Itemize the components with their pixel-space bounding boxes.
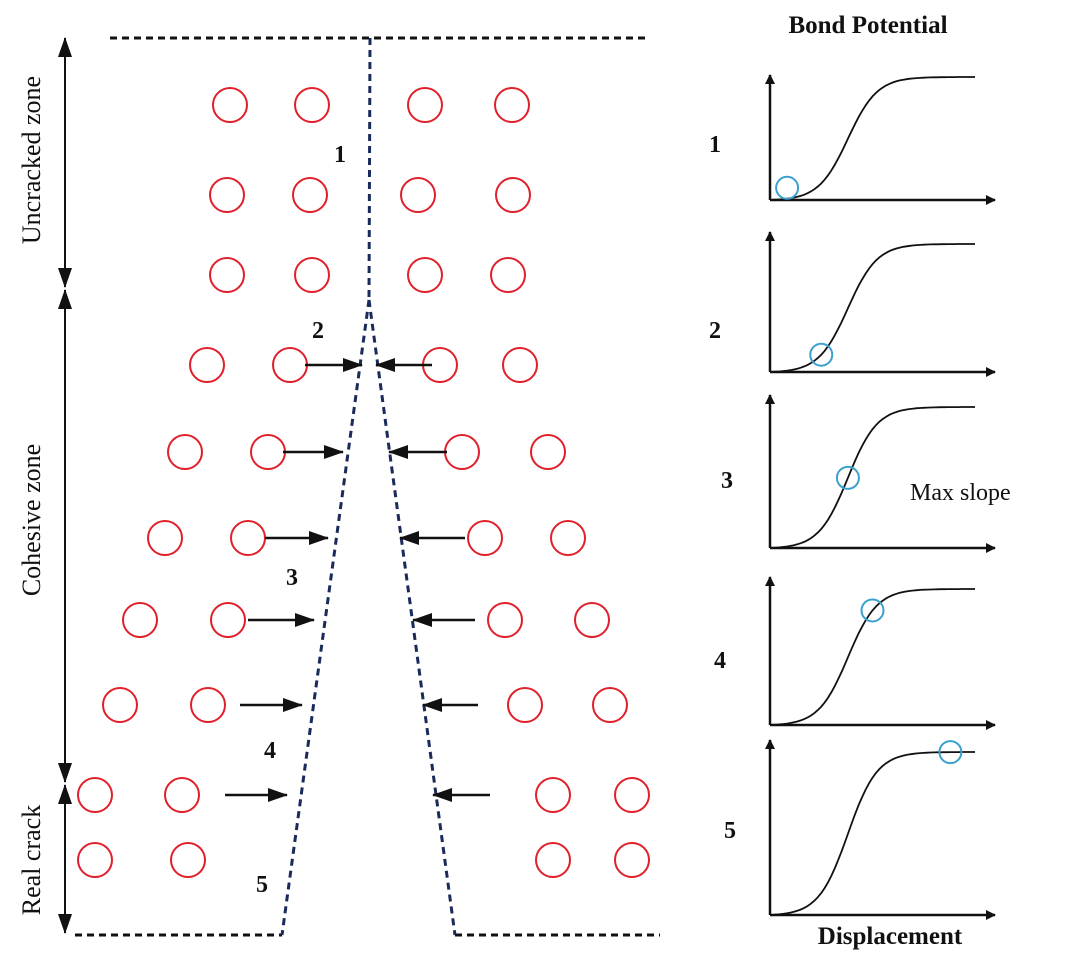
real-crack-label: Real crack <box>17 805 46 915</box>
plot-label-3: 3 <box>721 468 733 494</box>
particle-circle <box>495 177 531 213</box>
max-slope-annotation: Max slope <box>910 480 1011 506</box>
particle-circle <box>167 434 203 470</box>
particle-circle <box>294 257 330 293</box>
particle-circle <box>407 87 443 123</box>
particle-circle <box>400 177 436 213</box>
state-marker-circle <box>775 175 800 200</box>
stage-label-5: 5 <box>256 872 268 898</box>
plot-label-5: 5 <box>724 818 736 844</box>
state-marker-circle <box>835 465 860 490</box>
crack-centerline <box>367 37 372 301</box>
particle-circle <box>550 520 586 556</box>
stage-label-4: 4 <box>264 738 276 764</box>
bond-potential-curve <box>769 751 975 916</box>
stage-label-1: 1 <box>334 142 346 168</box>
particle-circle <box>147 520 183 556</box>
particle-circle <box>77 842 113 878</box>
stage-label-2: 2 <box>312 318 324 344</box>
particle-circle <box>230 520 266 556</box>
particle-circle <box>170 842 206 878</box>
bond-potential-title: Bond Potential <box>788 12 947 39</box>
particle-circle <box>407 257 443 293</box>
crack-left-face <box>280 299 371 936</box>
particle-circle <box>592 687 628 723</box>
particle-circle <box>487 602 523 638</box>
particle-circle <box>209 257 245 293</box>
bond-potential-curve <box>769 76 975 201</box>
particle-circle <box>530 434 566 470</box>
stage-label-3: 3 <box>286 565 298 591</box>
particle-circle <box>272 347 308 383</box>
particle-circle <box>210 602 246 638</box>
particle-circle <box>467 520 503 556</box>
particle-circle <box>494 87 530 123</box>
state-marker-circle <box>860 598 885 623</box>
particle-circle <box>164 777 200 813</box>
particle-circle <box>502 347 538 383</box>
bond-potential-curve <box>769 406 975 549</box>
particle-circle <box>209 177 245 213</box>
state-marker-circle <box>938 740 963 765</box>
particle-circle <box>102 687 138 723</box>
plot-label-2: 2 <box>709 318 721 344</box>
particle-circle <box>535 842 571 878</box>
particle-circle <box>444 434 480 470</box>
particle-circle <box>122 602 158 638</box>
displacement-title: Displacement <box>818 923 963 950</box>
cohesive-zone-label: Cohesive zone <box>17 444 46 596</box>
state-marker-circle <box>809 342 834 367</box>
particle-circle <box>189 347 225 383</box>
bond-potential-curve <box>769 588 975 726</box>
particle-circle <box>574 602 610 638</box>
particle-circle <box>535 777 571 813</box>
particle-circle <box>190 687 226 723</box>
plot-label-4: 4 <box>714 648 726 674</box>
particle-circle <box>212 87 248 123</box>
particle-circle <box>490 257 526 293</box>
particle-circle <box>77 777 113 813</box>
crack-right-face <box>367 299 457 936</box>
particle-circle <box>250 434 286 470</box>
uncracked-zone-label: Uncracked zone <box>17 76 46 244</box>
bond-potential-curve <box>769 243 975 373</box>
particle-circle <box>614 777 650 813</box>
plot-label-1: 1 <box>709 132 721 158</box>
particle-circle <box>614 842 650 878</box>
particle-circle <box>507 687 543 723</box>
particle-circle <box>294 87 330 123</box>
particle-circle <box>292 177 328 213</box>
